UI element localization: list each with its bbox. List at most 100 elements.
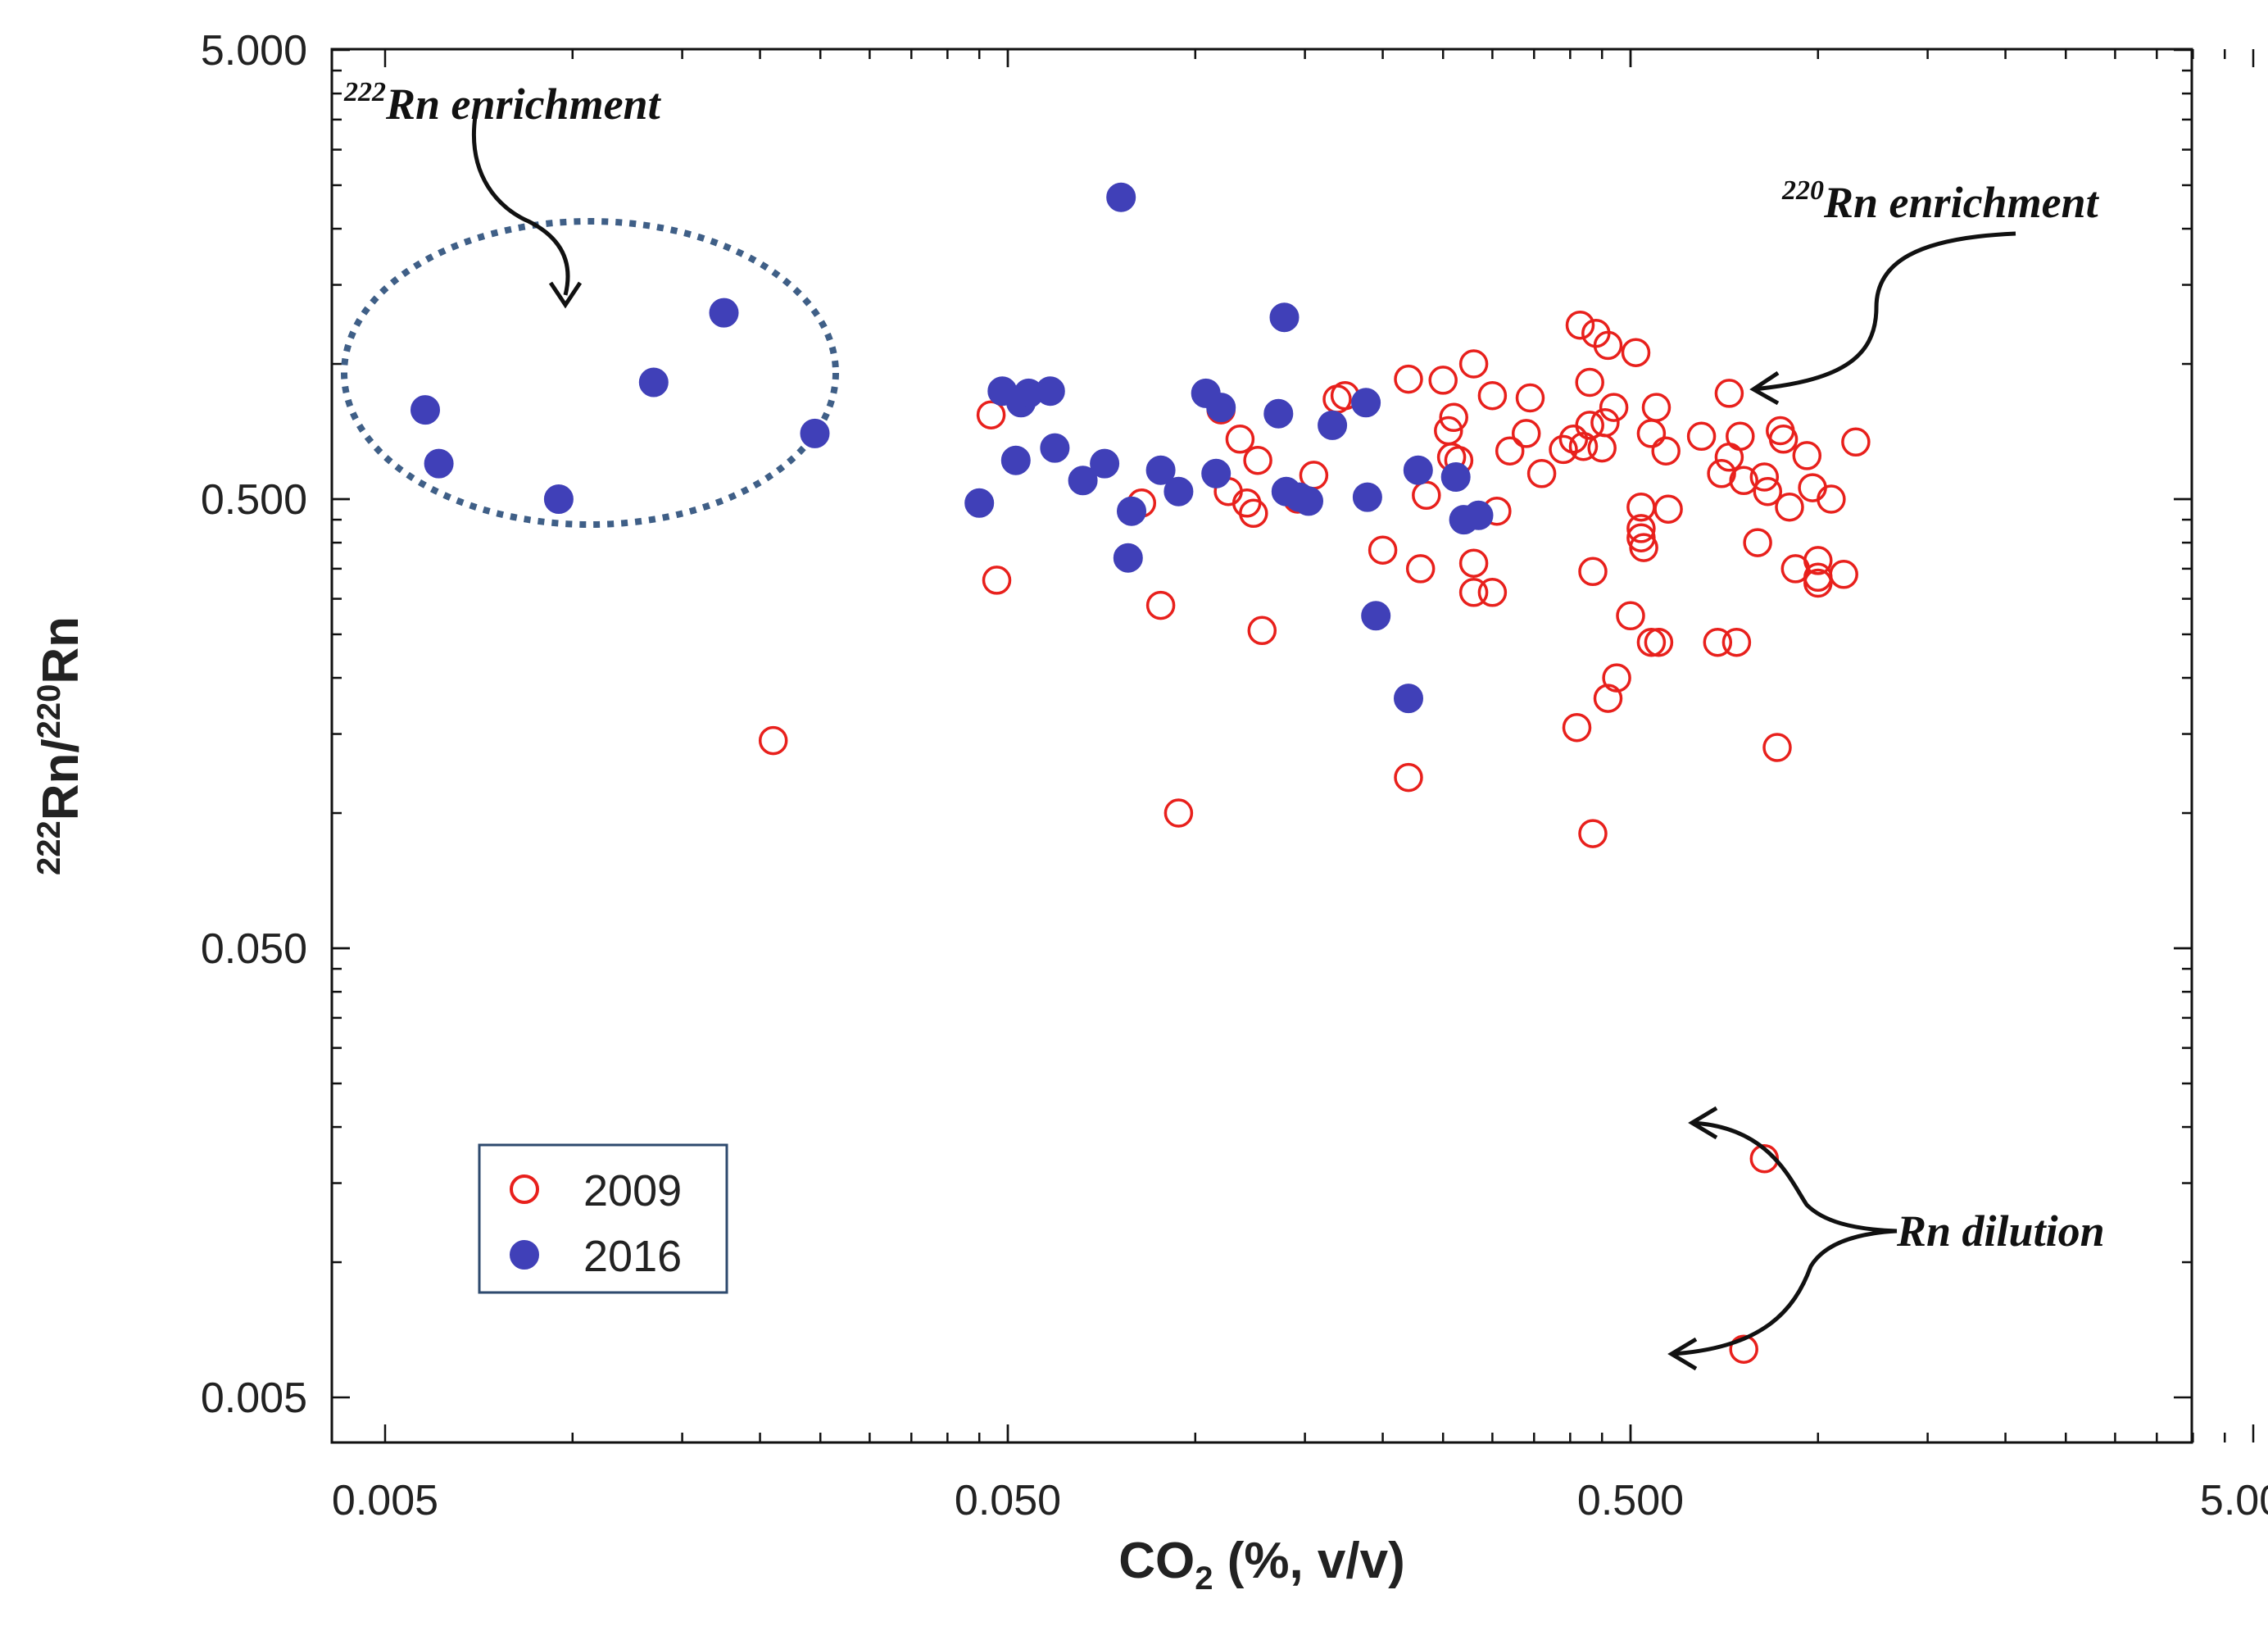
point-2016: [1201, 458, 1232, 488]
point-2009: [1578, 557, 1608, 587]
legend-marker-2016: [510, 1240, 539, 1270]
point-2016: [1000, 445, 1031, 475]
point-2009: [1721, 627, 1752, 657]
point-2016: [1318, 410, 1348, 440]
point-2009: [1243, 445, 1272, 475]
point-2016: [1263, 398, 1294, 429]
point-2009: [1636, 627, 1667, 657]
point-2009: [1565, 310, 1595, 340]
point-2009: [1726, 421, 1755, 452]
point-2009: [1641, 393, 1672, 422]
arrow-220-enrichment: [1753, 231, 2016, 392]
point-2016: [964, 488, 995, 518]
point-2009: [1394, 762, 1423, 793]
tick-marks: [332, 48, 2255, 1442]
legend-label-2016: 2016: [583, 1232, 682, 1281]
point-2009: [1239, 498, 1268, 529]
point-2009: [1707, 459, 1736, 488]
x-tick-label: 5.000: [2200, 1477, 2268, 1524]
point-2009: [1768, 425, 1799, 454]
point-2016: [543, 484, 574, 514]
point-2009: [1762, 733, 1792, 762]
point-2009: [1225, 425, 1255, 454]
point-2009: [1749, 462, 1780, 492]
point-2009: [1145, 590, 1176, 620]
point-2009: [1247, 616, 1277, 646]
point-2009: [758, 725, 788, 756]
point-2016: [411, 395, 440, 425]
point-2016: [1463, 500, 1494, 530]
point-2009: [1495, 436, 1525, 466]
x-tick-label: 0.005: [332, 1477, 438, 1524]
point-2009: [1626, 514, 1656, 543]
point-2016: [1163, 476, 1194, 507]
point-2016: [1351, 388, 1381, 418]
point-2009: [1729, 466, 1758, 496]
point-2009: [1621, 338, 1651, 367]
point-2009: [1575, 367, 1604, 398]
point-2016: [1090, 448, 1120, 479]
annotation-222-enrichment: 222Rn enrichment: [343, 77, 662, 129]
point-2009: [1829, 560, 1858, 589]
point-2009: [1163, 798, 1194, 828]
point-2009: [1729, 1334, 1758, 1364]
point-2009: [1477, 578, 1508, 607]
point-2009: [1775, 492, 1804, 522]
point-2016: [709, 298, 739, 328]
point-2009: [1568, 431, 1599, 461]
point-2009: [1817, 484, 1846, 514]
point-2009: [1578, 819, 1608, 848]
y-axis-title: 222Rn/220Rn: [31, 616, 89, 875]
point-2009: [1394, 364, 1423, 394]
plot-frame: [330, 48, 2193, 1444]
point-2009: [1803, 546, 1833, 575]
point-2009: [1515, 383, 1545, 413]
point-2009: [1703, 627, 1733, 657]
arrow-dilution-lower: [1671, 1229, 1898, 1356]
y-tick-label: 0.005: [201, 1374, 307, 1422]
annotation-220-enrichment: 220Rn enrichment: [1781, 175, 2100, 227]
point-2016: [638, 367, 669, 398]
point-2016: [1294, 486, 1323, 516]
y-tick-label: 0.050: [201, 925, 307, 973]
point-2009: [1458, 548, 1489, 578]
arrowhead-222-enrichment: [548, 281, 583, 309]
point-2016: [800, 418, 830, 448]
point-2009: [1616, 601, 1645, 631]
point-2016: [1068, 466, 1098, 496]
point-2016: [1403, 455, 1433, 485]
y-tick-label: 0.500: [201, 476, 307, 524]
data-points: [411, 182, 1871, 1364]
point-2009: [1593, 684, 1623, 713]
point-2009: [1792, 441, 1822, 470]
arrowhead-dilution-lower: [1667, 1337, 1698, 1371]
point-2009: [1653, 494, 1683, 524]
arrow-222-enrichment: [472, 116, 570, 296]
point-2016: [1040, 433, 1070, 463]
arrow-dilution-upper: [1691, 1120, 1898, 1233]
legend-marker-2009: [510, 1174, 539, 1204]
point-2016: [1206, 393, 1236, 423]
point-2009: [982, 566, 1012, 595]
point-2009: [1753, 476, 1783, 507]
point-2009: [1511, 419, 1541, 448]
point-2016: [1269, 302, 1300, 333]
point-2016: [1145, 455, 1176, 485]
point-2016: [1361, 601, 1391, 631]
point-2016: [1035, 376, 1065, 407]
point-2009: [1458, 578, 1489, 607]
point-2016: [1394, 684, 1423, 714]
point-2009: [1644, 627, 1674, 657]
point-2009: [1439, 402, 1468, 433]
point-2009: [1593, 330, 1623, 361]
point-2009: [1599, 393, 1629, 422]
tick-labels: 0.005 0.050 0.500 5.000 0.005 0.050 0.500 5.000: [201, 27, 2268, 1524]
point-2009: [1368, 535, 1398, 565]
x-tick-label: 0.500: [1577, 1477, 1684, 1524]
point-2016: [1440, 462, 1471, 492]
point-2009: [1477, 380, 1508, 411]
point-2009: [1562, 712, 1592, 743]
y-tick-label: 5.000: [201, 27, 307, 75]
